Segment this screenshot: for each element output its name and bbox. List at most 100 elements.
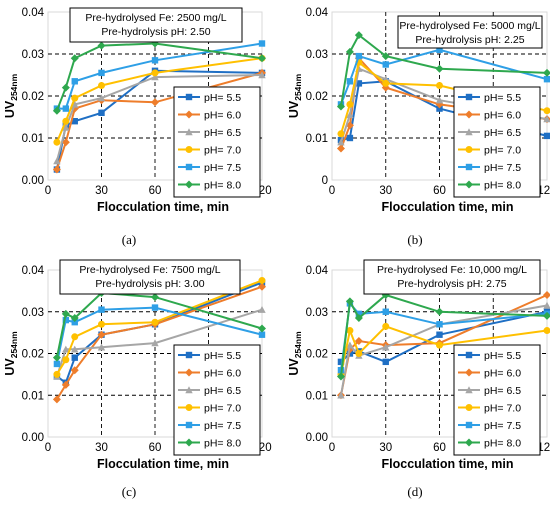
- data-point: [543, 69, 550, 77]
- legend-label: pH= 5.5: [204, 92, 241, 104]
- y-tick-label: 0.04: [22, 7, 45, 19]
- data-point: [382, 323, 389, 330]
- x-tick-label: 0: [329, 442, 335, 454]
- y-tick-label: 0.03: [306, 49, 328, 61]
- legend-label: pH= 6.0: [204, 110, 241, 122]
- legend-marker: [466, 146, 473, 153]
- y-tick-label: 0.01: [306, 133, 328, 145]
- legend-label: pH= 7.5: [204, 162, 241, 174]
- data-point: [53, 139, 60, 146]
- legend-label: pH= 7.5: [204, 420, 241, 432]
- data-point: [436, 82, 443, 89]
- y-tick-label: 0.02: [306, 349, 328, 361]
- data-point: [544, 133, 550, 139]
- x-tick-label: 0: [45, 442, 51, 454]
- annotation-text: Pre-hydrolysed Fe: 7500 mg/L: [79, 264, 220, 276]
- y-tick-label: 0.04: [22, 265, 45, 277]
- legend-label: pH= 8.0: [204, 438, 241, 450]
- y-tick-label: 0.00: [306, 432, 328, 444]
- y-tick-label: 0.02: [22, 349, 44, 361]
- data-point: [72, 78, 78, 84]
- y-tick-label: 0.00: [22, 432, 44, 444]
- data-point: [151, 98, 159, 106]
- y-axis-title: UV254nm: [287, 73, 303, 118]
- chart-panel-2: 030609012000.010.020.030.04Flocculation …: [287, 7, 550, 214]
- data-point: [62, 118, 69, 125]
- legend-label: pH= 8.0: [484, 180, 521, 192]
- data-point: [152, 57, 158, 63]
- legend-marker: [466, 94, 472, 100]
- y-axis-title-subscript: 254nm: [293, 73, 303, 100]
- data-point: [544, 107, 550, 114]
- data-point: [63, 105, 69, 111]
- legend-label: pH= 7.0: [204, 403, 241, 415]
- x-axis-title: Flocculation time, min: [382, 200, 514, 214]
- data-point: [383, 309, 389, 315]
- x-tick-label: 30: [379, 442, 392, 454]
- data-point: [347, 135, 353, 141]
- x-tick-label: 30: [95, 185, 108, 197]
- legend-marker: [466, 352, 472, 358]
- x-tick-label: 30: [95, 442, 108, 454]
- x-tick-label: 60: [149, 442, 162, 454]
- panel-label-c: (c): [109, 484, 149, 500]
- data-point: [259, 40, 265, 46]
- legend-label: pH= 8.0: [204, 180, 241, 192]
- legend-label: pH= 7.5: [484, 162, 521, 174]
- data-point: [259, 332, 265, 338]
- y-axis-title-main: UV: [287, 358, 301, 376]
- legend-label: pH= 6.0: [484, 110, 521, 122]
- data-point: [258, 306, 265, 313]
- x-tick-label: 60: [433, 442, 446, 454]
- legend-label: pH= 6.0: [484, 368, 521, 380]
- y-tick-label: 0.02: [306, 91, 328, 103]
- y-tick-label: 0: [322, 175, 328, 187]
- data-point: [72, 354, 78, 360]
- y-tick-label: 0.03: [22, 307, 44, 319]
- data-point: [152, 319, 159, 326]
- data-point: [436, 65, 444, 73]
- legend-marker: [466, 164, 472, 170]
- legend-marker: [466, 422, 472, 428]
- legend-label: pH= 6.5: [204, 127, 241, 139]
- y-axis-title-main: UV: [287, 100, 301, 118]
- data-point: [356, 53, 362, 59]
- y-tick-label: 0.04: [306, 7, 329, 19]
- data-point: [436, 308, 444, 316]
- legend-label: pH= 7.0: [484, 403, 521, 415]
- data-point: [382, 80, 389, 87]
- data-point: [54, 361, 60, 367]
- legend-marker: [186, 352, 192, 358]
- legend-label: pH= 8.0: [484, 438, 521, 450]
- y-tick-label: 0.02: [22, 91, 44, 103]
- data-point: [258, 324, 266, 332]
- y-axis-title-subscript: 254nm: [293, 331, 303, 358]
- data-point: [98, 70, 104, 76]
- data-point: [347, 78, 353, 84]
- data-point: [53, 371, 60, 378]
- data-point: [436, 332, 442, 338]
- chart-panel-1: 03060901200.000.010.020.030.04Flocculati…: [3, 7, 272, 214]
- x-tick-label: 0: [45, 185, 51, 197]
- y-tick-label: 0.01: [22, 133, 44, 145]
- x-tick-label: 60: [433, 185, 446, 197]
- legend-label: pH= 7.5: [484, 420, 521, 432]
- data-point: [62, 356, 69, 363]
- data-point: [436, 321, 442, 327]
- legend-label: pH= 5.5: [204, 350, 241, 362]
- y-tick-label: 0.00: [22, 175, 44, 187]
- legend-label: pH= 7.0: [204, 145, 241, 157]
- chart-panel-4: 03060901200.000.010.020.030.04Flocculati…: [287, 260, 550, 471]
- x-axis-title: Flocculation time, min: [97, 200, 229, 214]
- data-point: [337, 145, 345, 153]
- x-tick-label: 30: [379, 185, 392, 197]
- y-axis-title-subscript: 254nm: [9, 73, 19, 100]
- y-tick-label: 0.03: [306, 307, 328, 319]
- y-tick-label: 0.01: [22, 390, 44, 402]
- annotation-text: Pre-hydrolysis pH: 3.00: [95, 278, 204, 290]
- data-point: [346, 48, 354, 56]
- x-tick-label: 60: [149, 185, 162, 197]
- y-tick-label: 0.01: [306, 390, 328, 402]
